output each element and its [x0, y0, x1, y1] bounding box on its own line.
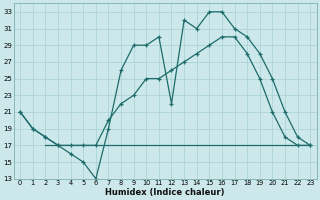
- X-axis label: Humidex (Indice chaleur): Humidex (Indice chaleur): [106, 188, 225, 197]
